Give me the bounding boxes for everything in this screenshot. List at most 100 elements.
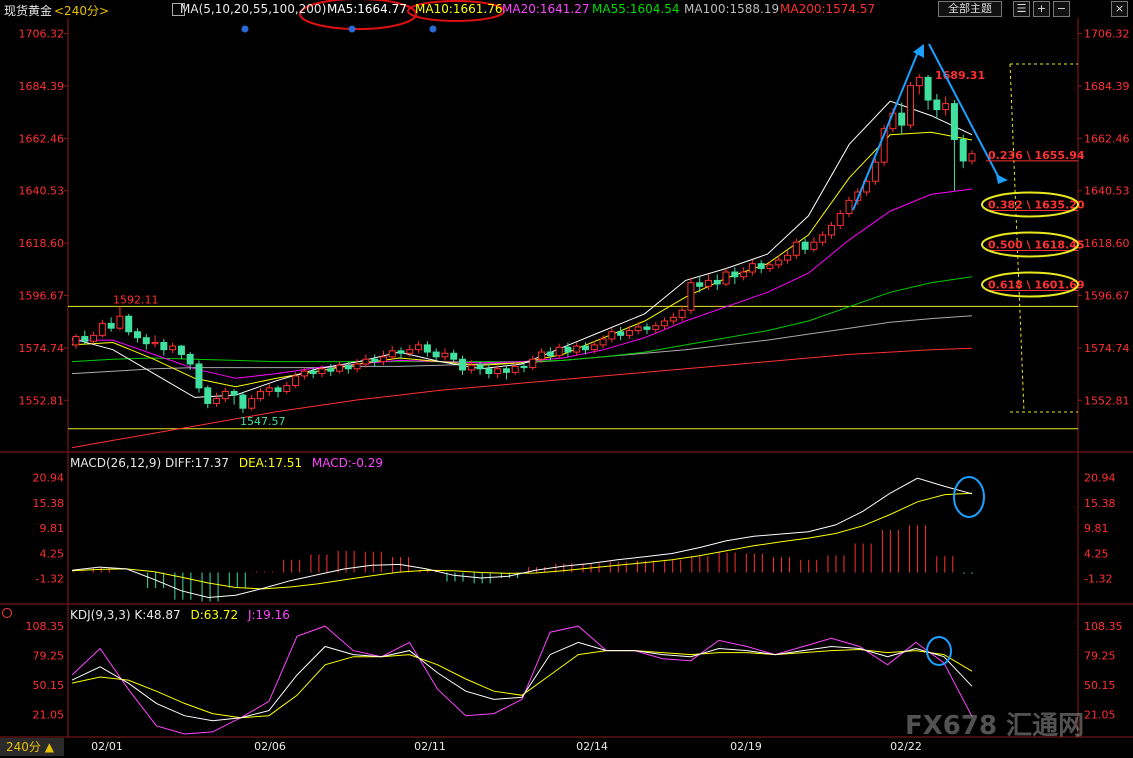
indicator-toggle-icon[interactable] (2, 608, 12, 618)
candle-body (942, 103, 950, 111)
event-marker-dot (348, 25, 356, 33)
candle-body (177, 345, 185, 355)
candle-body (239, 394, 247, 409)
fib-highlight-ellipse (981, 271, 1079, 298)
ma5-highlight-ellipse (299, 0, 417, 30)
candle-body (722, 271, 730, 285)
y-tick-label-right: 1706.32 (1084, 28, 1130, 41)
candle-body (792, 241, 800, 256)
candle-body (924, 76, 932, 101)
candle-body (564, 346, 572, 353)
y-tick-label-right: 1684.39 (1084, 80, 1130, 93)
candle-body (836, 213, 844, 226)
candle-body (221, 390, 229, 400)
y-tick-label-left: 1618.60 (19, 237, 65, 250)
macd-y-tick-right: 20.94 (1084, 472, 1116, 485)
uptrend-arrow (852, 51, 919, 211)
fib-diagonal-line (1009, 63, 1025, 413)
fib-level-label: 0.382 \ 1635.20 (988, 198, 1085, 211)
candle-body (213, 398, 221, 404)
macd-y-tick-right: 4.25 (1084, 547, 1109, 560)
y-tick-label-left: 1552.81 (19, 394, 65, 407)
y-tick-label-left: 1706.32 (19, 28, 65, 41)
candle-body (300, 370, 308, 377)
candle-body (107, 322, 115, 329)
candle-body (687, 282, 695, 311)
ma20-label: MA20:1641.27 (502, 2, 590, 16)
settings-icon[interactable]: ☰ (1013, 1, 1030, 17)
theme-select-button[interactable]: 全部主题 (938, 1, 1002, 17)
candle-body (467, 364, 475, 371)
candle-body (775, 259, 783, 266)
kdj-d: D:63.72 (190, 608, 239, 622)
candle-body (72, 336, 80, 346)
y-tick-label-left: 1662.46 (19, 132, 65, 145)
candle-body (933, 99, 941, 111)
kdj-y-tick-left: 50.15 (33, 679, 65, 692)
candle-body (309, 370, 317, 375)
candle-body (748, 263, 756, 273)
macd-diff-line (71, 477, 973, 599)
candle-body (757, 263, 765, 269)
candle-body (353, 363, 361, 370)
candle-body (186, 353, 194, 365)
candle-body (81, 336, 89, 342)
candle-body (98, 322, 106, 336)
candle-body (327, 368, 335, 372)
y-tick-label-right: 1574.74 (1084, 342, 1130, 355)
close-icon[interactable]: × (1111, 1, 1128, 17)
x-tick-label: 02/19 (730, 740, 762, 753)
macd-highlight-ellipse (953, 476, 985, 518)
macd-title: MACD(26,12,9) (70, 456, 162, 470)
candle-body (827, 224, 835, 236)
kdj-j: J:19.16 (247, 608, 290, 622)
y-tick-label-right: 1552.81 (1084, 394, 1130, 407)
period-label: <240分> (54, 4, 110, 18)
candle-body (810, 241, 818, 250)
candle-body (784, 254, 792, 261)
candle-body (371, 358, 379, 363)
event-marker-dot (429, 25, 437, 33)
symbol-label[interactable]: 现货黄金 (4, 4, 53, 18)
macd-y-tick-left: 4.25 (40, 547, 65, 560)
ma-params-label: MA(5,10,20,55,100,200) (180, 2, 327, 16)
zoom-out-icon[interactable]: − (1053, 1, 1070, 17)
candle-body (265, 387, 273, 392)
chart-type-icon[interactable] (172, 3, 185, 16)
candle-body (169, 345, 177, 351)
candle-body (704, 279, 712, 287)
uptrend-arrowhead (913, 44, 924, 58)
kdj-y-tick-right: 50.15 (1084, 679, 1116, 692)
y-tick-label-right: 1662.46 (1084, 132, 1130, 145)
candle-body (608, 331, 616, 340)
y-tick-label-left: 1574.74 (19, 342, 65, 355)
candle-body (696, 282, 704, 287)
candle-body (546, 351, 554, 357)
y-tick-label-left: 1640.53 (19, 185, 65, 198)
y-tick-label-left: 1596.67 (19, 290, 65, 303)
candle-body (652, 325, 660, 330)
candle-body (256, 390, 264, 400)
kdj-y-tick-right: 108.35 (1084, 620, 1123, 633)
candle-body (915, 76, 923, 87)
kdj-k-line (71, 641, 973, 722)
candle-body (283, 385, 291, 392)
kdj-y-tick-right: 79.25 (1084, 649, 1116, 662)
candle-body (661, 320, 669, 327)
candle-body (573, 345, 581, 353)
candle-body (968, 153, 976, 162)
zoom-in-icon[interactable]: + (1033, 1, 1050, 17)
resistance-price-label: 1592.11 (113, 293, 159, 306)
macd-header: MACD(26,12,9) DIFF:17.37 DEA:17.51 MACD:… (70, 456, 383, 470)
period-tab[interactable]: 240分 ▲ (0, 738, 64, 756)
candle-body (643, 326, 651, 330)
kdj-y-tick-left: 21.05 (33, 709, 65, 722)
candle-body (441, 352, 449, 358)
ma55-label: MA55:1604.54 (592, 2, 680, 16)
candle-body (388, 350, 396, 358)
kdj-header: KDJ(9,3,3) K:48.87 D:63.72 J:19.16 (70, 608, 290, 622)
candle-body (625, 330, 633, 336)
candle-body (406, 349, 414, 354)
fib-level-label: 0.236 \ 1655.94 (988, 149, 1085, 162)
